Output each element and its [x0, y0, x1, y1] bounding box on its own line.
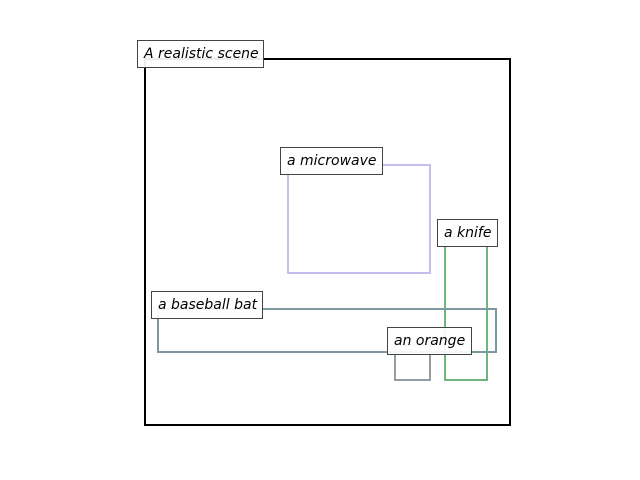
- microwave-label: a microwave: [280, 147, 383, 175]
- baseball-bat-box: [157, 308, 497, 353]
- knife-label: a knife: [437, 219, 498, 247]
- microwave-box: [287, 164, 431, 274]
- baseball-bat-label: a baseball bat: [151, 291, 263, 319]
- orange-label: an orange: [387, 327, 472, 355]
- scene-frame: [144, 58, 511, 426]
- scene-label: A realistic scene: [137, 40, 264, 68]
